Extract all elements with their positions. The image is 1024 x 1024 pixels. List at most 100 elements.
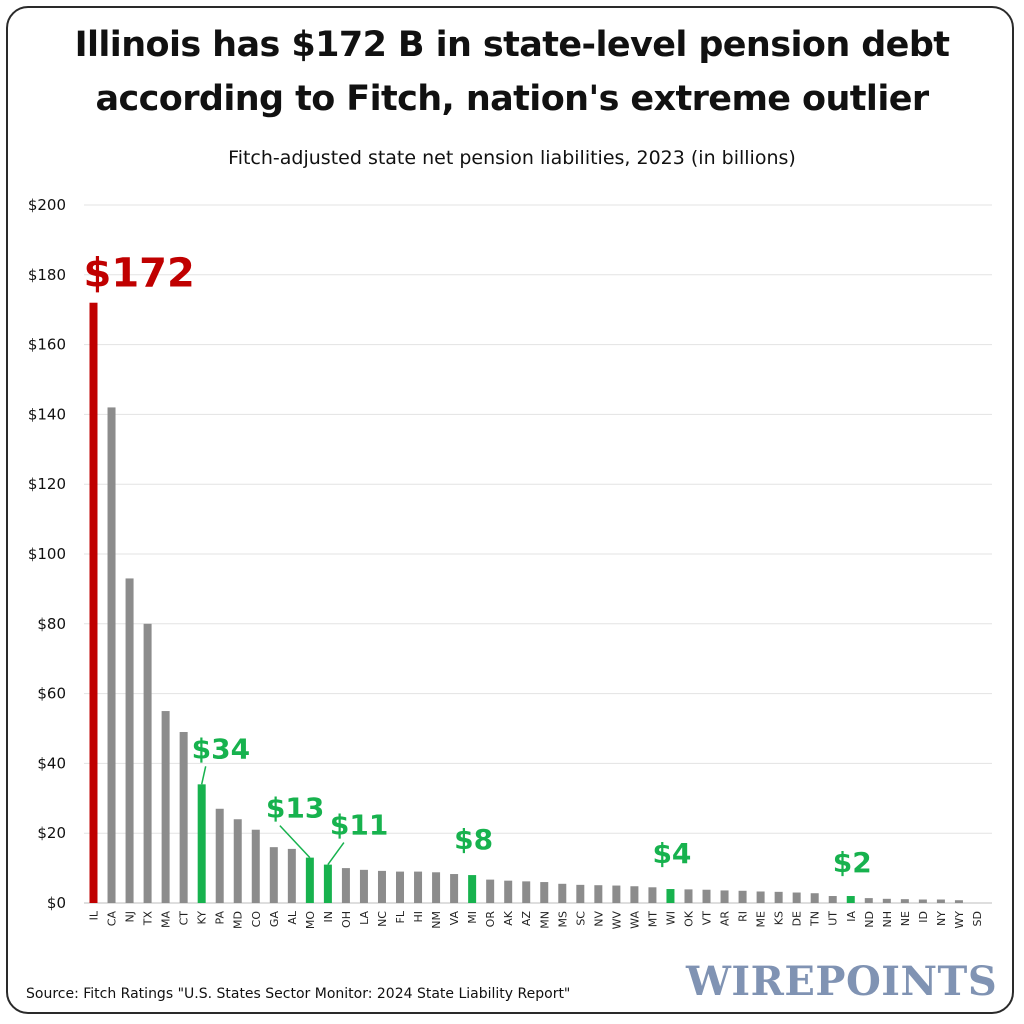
x-tick-label: MT xyxy=(646,911,659,927)
bar-ga xyxy=(269,847,278,903)
x-tick-label: OH xyxy=(340,911,353,928)
data-label-il: $172 xyxy=(84,251,195,297)
bar-va xyxy=(450,874,459,903)
bar-ia xyxy=(846,896,855,903)
x-tick-label: WA xyxy=(628,911,641,929)
bar-fl xyxy=(396,871,405,903)
bar-id xyxy=(918,899,927,903)
bars xyxy=(89,302,963,904)
label-leader-line xyxy=(279,825,311,859)
x-tick-label: CO xyxy=(250,911,263,928)
x-tick-label: ND xyxy=(863,911,876,928)
chart-subtitle: Fitch-adjusted state net pension liabili… xyxy=(228,147,796,169)
bar-pa xyxy=(215,808,224,903)
x-tick-label: ID xyxy=(917,911,930,923)
bar-co xyxy=(251,829,260,903)
x-tick-label: KY xyxy=(196,911,209,925)
x-tick-label: LA xyxy=(358,911,371,925)
x-tick-label: CT xyxy=(178,911,191,926)
bar-la xyxy=(359,869,368,903)
x-tick-label: MO xyxy=(304,911,317,929)
y-tick-label: $140 xyxy=(28,405,66,423)
bar-sc xyxy=(576,884,585,903)
bar-ny xyxy=(936,899,945,903)
y-tick-label: $0 xyxy=(47,894,66,912)
bar-mo xyxy=(305,857,314,903)
x-tick-label: NE xyxy=(899,911,912,926)
bar-ri xyxy=(738,890,747,903)
x-tick-label: OK xyxy=(682,910,695,927)
data-label-mi: $8 xyxy=(454,823,493,856)
x-tick-label: SD xyxy=(971,911,984,926)
bar-il xyxy=(89,302,98,904)
x-tick-label: IN xyxy=(322,911,335,922)
x-tick-label: IA xyxy=(845,911,858,922)
x-tick-label: OR xyxy=(484,911,497,928)
x-tick-label: WI xyxy=(664,911,677,925)
bar-hi xyxy=(414,871,423,903)
x-tick-label: DE xyxy=(791,911,804,926)
x-tick-label: NH xyxy=(881,911,894,928)
bar-wa xyxy=(630,886,639,903)
x-tick-label: VA xyxy=(448,911,461,926)
bar-ok xyxy=(684,889,693,903)
chart-card xyxy=(6,6,1014,1014)
x-tick-label: MN xyxy=(538,911,551,929)
bar-mi xyxy=(468,875,477,903)
wirepoints-logo: WIREPOINTS xyxy=(686,958,998,1005)
bar-de xyxy=(792,892,801,903)
y-tick-label: $180 xyxy=(28,266,66,284)
x-tick-label: NC xyxy=(376,911,389,927)
x-tick-label: MA xyxy=(160,911,173,928)
bar-wy xyxy=(954,900,963,903)
y-tick-label: $160 xyxy=(28,336,66,354)
x-tick-label: KS xyxy=(773,911,786,925)
x-tick-label: FL xyxy=(394,910,407,923)
bar-nj xyxy=(125,578,134,903)
x-tick-label: PA xyxy=(214,911,227,925)
bar-mt xyxy=(648,887,657,903)
bar-ma xyxy=(161,711,170,903)
data-labels: $172 $34 $13$11 $8 $4 $2 xyxy=(84,251,872,879)
x-tick-label: WY xyxy=(953,911,966,929)
x-tick-label: SC xyxy=(574,911,587,926)
bar-ar xyxy=(720,890,729,903)
x-tick-label: WV xyxy=(610,911,623,930)
bar-nm xyxy=(432,872,441,903)
x-tick-label: AK xyxy=(502,910,515,926)
bar-nv xyxy=(594,885,603,903)
y-tick-label: $40 xyxy=(37,754,66,772)
bar-in xyxy=(323,864,332,903)
x-tick-label: UT xyxy=(827,911,840,926)
x-tick-label: RI xyxy=(737,911,750,922)
x-tick-label: MD xyxy=(232,911,245,929)
x-tick-label: CA xyxy=(106,911,119,927)
bar-az xyxy=(522,881,531,903)
data-label-ky: $34 xyxy=(192,732,250,765)
label-leader-line xyxy=(327,842,345,866)
bar-me xyxy=(756,891,765,903)
y-tick-label: $200 xyxy=(28,196,66,214)
bar-nc xyxy=(377,870,386,903)
chart-title-line-1: Illinois has $172 B in state-level pensi… xyxy=(74,25,950,65)
x-tick-label: NJ xyxy=(124,911,137,922)
bar-ca xyxy=(107,407,116,903)
data-label-mo: $13 xyxy=(266,792,324,825)
bar-mn xyxy=(540,882,549,903)
data-label-ia: $2 xyxy=(833,846,872,879)
bar-vt xyxy=(702,889,711,903)
x-tick-label: MS xyxy=(556,911,569,927)
bar-ak xyxy=(504,880,513,903)
y-tick-label: $100 xyxy=(28,545,66,563)
bar-tx xyxy=(143,623,152,903)
x-tick-label: NM xyxy=(430,911,443,929)
bar-ne xyxy=(900,899,909,903)
y-tick-label: $80 xyxy=(37,615,66,633)
bar-al xyxy=(287,848,296,903)
y-tick-label: $120 xyxy=(28,475,66,493)
bar-md xyxy=(233,819,242,903)
bar-oh xyxy=(341,868,350,903)
bar-tn xyxy=(810,893,819,903)
x-tick-label: VT xyxy=(701,911,714,926)
